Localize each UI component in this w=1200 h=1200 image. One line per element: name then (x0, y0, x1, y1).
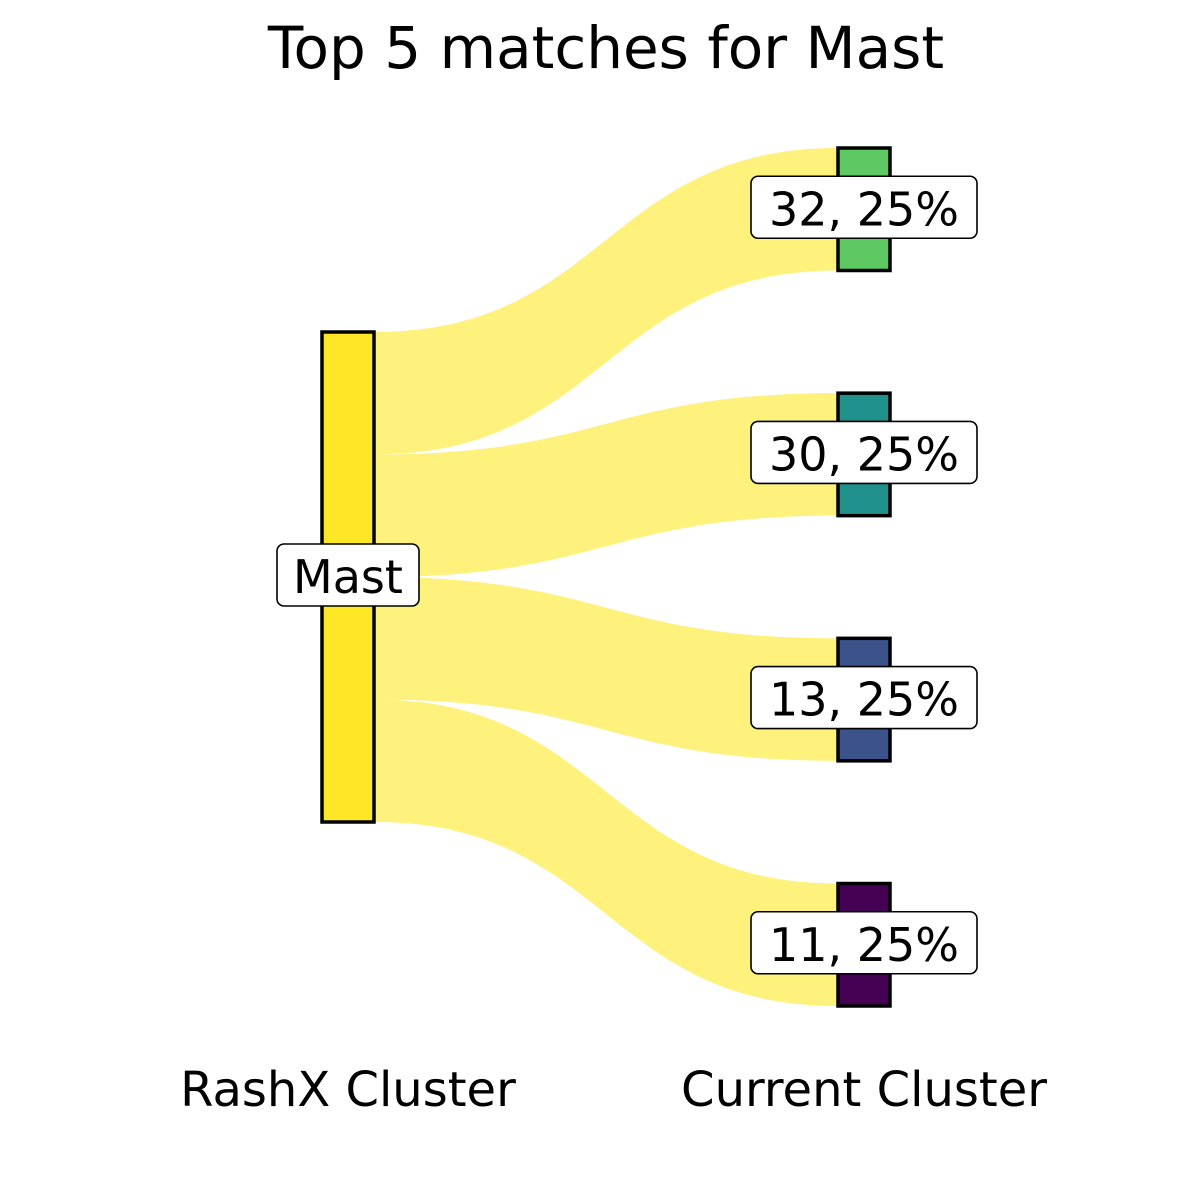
target-label-13: 13, 25% (769, 673, 959, 727)
target-axis-label: Current Cluster (681, 1062, 1047, 1118)
target-label-box (750, 420, 978, 485)
source-label: Mast (293, 550, 403, 604)
target-label-32: 32, 25% (769, 182, 959, 236)
target-label-box (750, 910, 978, 975)
source-axis-label: RashX Cluster (180, 1062, 516, 1118)
target-label-30: 30, 25% (769, 427, 959, 481)
target-label-box (750, 665, 978, 730)
flow-band (374, 699, 838, 1006)
flow-band (374, 148, 838, 455)
flow-band (374, 393, 838, 577)
label-group: 32, 25% 30, 25% 13, 25% 11, 25% Mast (276, 175, 978, 975)
chart-title: Top 5 matches for Mast (267, 14, 944, 82)
target-label-11: 11, 25% (769, 918, 959, 972)
flow-band (374, 577, 838, 761)
source-label-box (276, 543, 420, 607)
target-label-box (750, 175, 978, 240)
flow-group (374, 148, 838, 1006)
